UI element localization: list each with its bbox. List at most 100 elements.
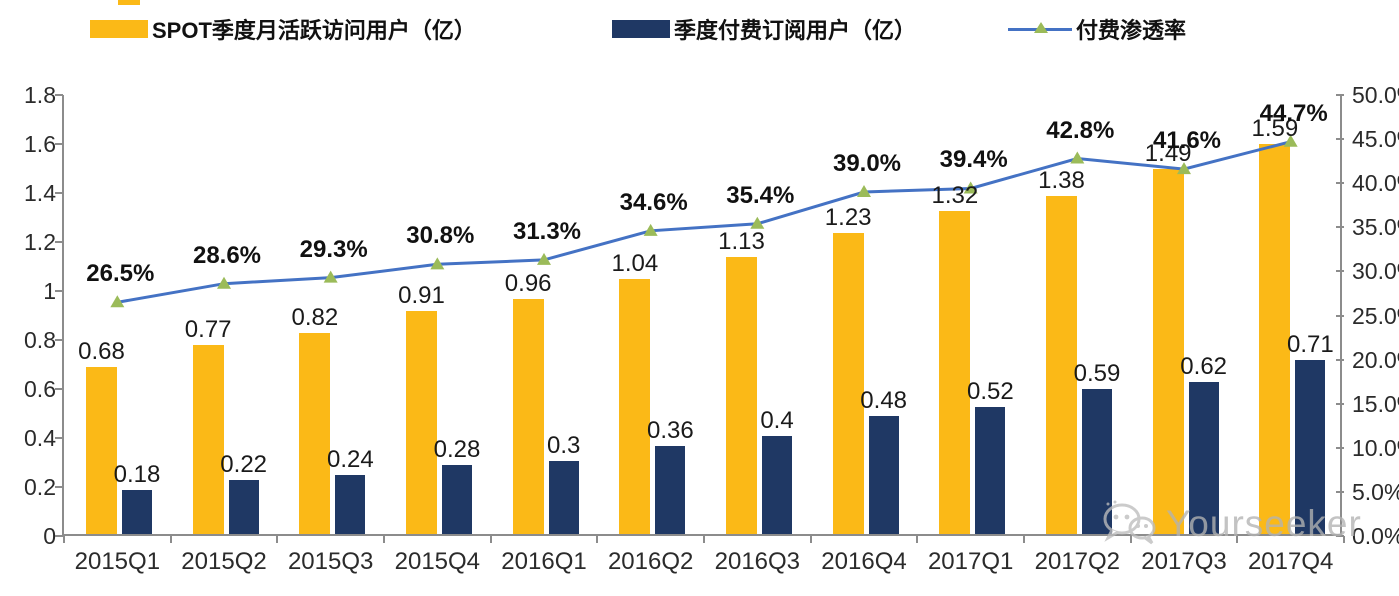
right-axis-tick — [1336, 94, 1344, 96]
right-axis-tick-label: 10.0% — [1352, 434, 1399, 461]
x-axis-category-label: 2015Q1 — [74, 548, 161, 575]
x-axis-tick — [383, 536, 385, 543]
mau-bar — [832, 232, 864, 534]
penetration-marker-icon — [323, 270, 338, 283]
subscriber-value-label: 0.52 — [966, 377, 1014, 405]
x-axis-category-label: 2016Q3 — [714, 548, 801, 575]
penetration-legend-marker — [1008, 20, 1072, 38]
left-axis-tick — [55, 339, 63, 341]
x-axis-category-label: 2017Q3 — [1141, 548, 1227, 575]
x-axis-tick — [276, 536, 279, 543]
subscriber-value-label: 0.18 — [113, 460, 161, 488]
mau-bar — [619, 279, 651, 534]
x-axis-tick — [489, 536, 492, 543]
right-axis-tick-label: 5.0% — [1352, 478, 1399, 505]
penetration-value-label: 26.5% — [86, 260, 155, 288]
right-axis-tick — [1336, 226, 1344, 229]
legend-item-penetration: 付费渗透率 — [1008, 16, 1187, 43]
penetration-line — [117, 140, 1292, 304]
penetration-marker-icon — [1070, 151, 1085, 164]
left-axis-tick-label: 0.8 — [24, 327, 56, 353]
right-axis-tick — [1336, 402, 1344, 405]
x-axis-category-label: 2016Q4 — [821, 548, 907, 575]
mau-value-label: 0.77 — [184, 316, 232, 344]
wechat-icon — [1103, 500, 1156, 545]
mau-bar — [406, 311, 437, 534]
mau-value-label: 1.23 — [824, 203, 872, 231]
subscriber-value-label: 0.62 — [1180, 353, 1228, 381]
penetration-value-label: 35.4% — [726, 181, 795, 209]
subscriber-bar — [655, 445, 686, 534]
x-axis-tick — [169, 536, 172, 543]
x-axis-category-label: 2017Q2 — [1034, 548, 1121, 575]
mau-value-label: 1.32 — [931, 181, 979, 209]
mau-value-label: 0.91 — [398, 282, 445, 310]
right-axis-tick — [1336, 446, 1344, 449]
subscriber-value-label: 0.59 — [1073, 360, 1121, 388]
mau-legend-label: SPOT季度月活跃访问用户（亿） — [152, 18, 476, 43]
x-axis-category-label: 2015Q2 — [181, 548, 267, 575]
subscriber-value-label: 0.36 — [646, 416, 694, 444]
penetration-marker-icon — [537, 252, 551, 265]
subscribers-legend-label: 季度付费订阅用户（亿） — [674, 18, 917, 43]
subscriber-value-label: 0.22 — [220, 451, 268, 479]
mau-bar — [512, 298, 544, 534]
left-axis-tick — [55, 535, 63, 537]
mau-bar — [299, 333, 331, 534]
subscriber-bar — [1295, 360, 1326, 534]
right-axis-tick — [1336, 182, 1344, 185]
subscriber-bar — [442, 465, 472, 534]
x-axis-tick — [916, 536, 919, 543]
subscriber-value-label: 0.3 — [546, 431, 581, 459]
x-axis-tick — [63, 536, 65, 543]
x-axis-tick — [1023, 536, 1025, 543]
subscriber-value-label: 0.4 — [760, 407, 794, 434]
mau-bar — [726, 257, 757, 534]
right-axis-tick-label: 50.0% — [1352, 82, 1399, 108]
mau-bar — [1259, 144, 1291, 534]
penetration-value-label: 44.7% — [1259, 99, 1328, 127]
right-axis-tick-label: 25.0% — [1352, 302, 1399, 329]
watermark: Yourseeker — [1100, 500, 1362, 548]
penetration-marker-icon — [1177, 162, 1191, 175]
cropped-top-artifact — [118, 0, 140, 5]
penetration-marker-icon — [963, 181, 978, 194]
right-axis-tick-label: 35.0% — [1352, 214, 1399, 241]
mau-bar — [192, 345, 224, 534]
left-axis-tick-label: 1.2 — [24, 229, 56, 255]
subscriber-value-label: 0.48 — [860, 387, 908, 415]
x-axis-category-label: 2016Q1 — [501, 548, 587, 575]
x-axis-tick — [703, 536, 705, 543]
right-axis-tick — [1336, 314, 1344, 317]
penetration-marker-icon — [643, 223, 658, 236]
right-axis-tick-label: 45.0% — [1352, 126, 1399, 153]
penetration-value-label: 31.3% — [512, 217, 582, 245]
left-axis-tick — [55, 94, 63, 96]
penetration-marker-icon — [217, 276, 231, 289]
left-axis-tick — [55, 486, 63, 488]
left-axis-tick-label: 0.6 — [24, 376, 56, 402]
mau-value-label: 0.96 — [504, 269, 552, 297]
penetration-legend-label: 付费渗透率 — [1076, 18, 1187, 43]
mau-value-label: 1.13 — [718, 228, 765, 256]
mau-bar — [939, 210, 971, 534]
penetration-line-layer — [110, 134, 1298, 308]
penetration-marker-icon — [857, 185, 871, 198]
penetration-value-label: 42.8% — [1046, 116, 1115, 144]
penetration-value-label: 30.8% — [406, 222, 475, 250]
x-axis-tick — [809, 536, 812, 543]
penetration-value-label: 34.6% — [619, 188, 688, 216]
penetration-marker-icon — [430, 257, 445, 270]
subscribers-legend-swatch — [612, 20, 670, 38]
right-axis-tick-label: 20.0% — [1352, 346, 1399, 373]
penetration-value-label: 39.0% — [832, 150, 902, 178]
penetration-value-label: 29.3% — [299, 235, 368, 263]
mau-bar — [86, 367, 117, 534]
left-axis-tick — [55, 241, 63, 243]
x-axis-tick — [596, 536, 599, 543]
right-axis-tick — [1336, 138, 1344, 141]
x-axis-category-label: 2017Q1 — [927, 548, 1014, 575]
subscriber-bar — [548, 460, 579, 534]
x-axis-category-label: 2016Q2 — [607, 548, 694, 575]
x-axis-tick — [1129, 536, 1132, 543]
